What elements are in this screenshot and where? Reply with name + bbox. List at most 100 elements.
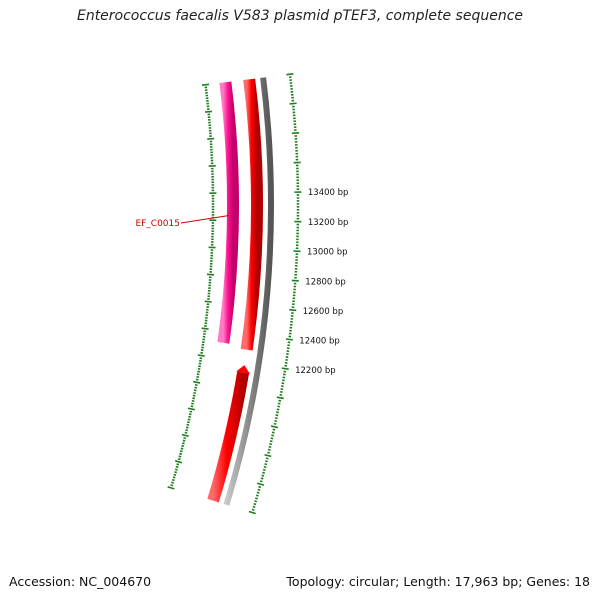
outer-minor-tick bbox=[252, 505, 256, 509]
outer-minor-tick bbox=[268, 445, 272, 449]
outer-minor-tick bbox=[267, 451, 270, 454]
inner-major-tick bbox=[174, 460, 183, 464]
inner-major-tick bbox=[197, 354, 205, 357]
inner-minor-tick bbox=[175, 465, 179, 469]
inner-major-tick bbox=[204, 300, 212, 303]
outer-minor-tick bbox=[265, 460, 268, 463]
inner-minor-tick bbox=[187, 418, 191, 421]
inner-minor-tick bbox=[171, 478, 175, 482]
map-title: Enterococcus faecalis V583 plasmid pTEF3… bbox=[76, 8, 524, 24]
ruler-label: 12600 bp bbox=[303, 307, 344, 317]
outer-minor-tick bbox=[259, 480, 263, 483]
forward-gene-arc[interactable] bbox=[240, 78, 263, 351]
inner-minor-tick bbox=[188, 413, 192, 416]
inner-minor-tick bbox=[174, 471, 178, 474]
outer-major-tick bbox=[289, 102, 297, 105]
inner-minor-tick bbox=[179, 450, 183, 453]
outer-minor-tick bbox=[257, 488, 261, 491]
inner-minor-tick bbox=[186, 423, 190, 426]
ruler-label: 12200 bp bbox=[295, 366, 336, 376]
outer-minor-tick bbox=[270, 437, 274, 440]
inner-minor-tick bbox=[178, 455, 182, 458]
inner-minor-tick bbox=[181, 444, 185, 448]
outer-minor-tick bbox=[271, 434, 274, 437]
inner-minor-tick bbox=[184, 431, 188, 434]
outer-major-tick bbox=[289, 308, 297, 312]
outer-minor-tick bbox=[260, 477, 264, 480]
outer-minor-tick bbox=[269, 440, 273, 443]
outer-minor-tick bbox=[265, 457, 269, 460]
ruler-label: 13400 bp bbox=[308, 188, 349, 198]
accession-text: Accession: NC_004670 bbox=[9, 574, 152, 589]
inner-minor-tick bbox=[182, 439, 186, 442]
ruler-label: 12800 bp bbox=[305, 277, 346, 287]
outer-minor-tick bbox=[267, 448, 271, 451]
inner-major-tick bbox=[181, 433, 189, 438]
forward-gene-arrowhead bbox=[236, 365, 250, 374]
outer-minor-tick bbox=[269, 443, 273, 446]
outer-major-tick bbox=[291, 279, 299, 282]
inner-minor-tick bbox=[174, 468, 178, 471]
outer-minor-tick bbox=[254, 500, 258, 503]
inner-major-tick bbox=[204, 110, 213, 113]
inner-minor-tick bbox=[185, 429, 188, 432]
inner-minor-tick bbox=[173, 473, 177, 476]
outer-minor-tick bbox=[253, 502, 257, 506]
topology-summary: Topology: circular; Length: 17,963 bp; G… bbox=[286, 574, 590, 589]
outer-minor-tick bbox=[264, 463, 268, 466]
ruler-label: 12400 bp bbox=[299, 337, 340, 347]
inner-major-tick bbox=[187, 407, 195, 411]
gene-label-leader bbox=[180, 215, 230, 224]
outer-minor-tick bbox=[263, 465, 267, 469]
inner-minor-tick bbox=[179, 452, 183, 455]
outer-minor-tick bbox=[274, 419, 278, 423]
outer-major-tick bbox=[256, 482, 265, 486]
inner-minor-tick bbox=[171, 481, 174, 484]
outer-major-tick bbox=[286, 73, 294, 76]
inner-minor-tick bbox=[176, 463, 180, 466]
inner-major-tick bbox=[193, 380, 201, 384]
inner-minor-tick bbox=[180, 447, 184, 450]
inner-major-tick bbox=[167, 486, 175, 490]
ruler-label: 13000 bp bbox=[307, 248, 348, 258]
inner-minor-tick bbox=[187, 421, 190, 424]
forward-gene-arc-2[interactable] bbox=[207, 371, 249, 503]
outer-minor-tick bbox=[273, 422, 277, 425]
ruler-label: 13200 bp bbox=[308, 218, 349, 228]
outer-major-tick bbox=[248, 510, 256, 515]
outer-major-tick bbox=[285, 338, 293, 341]
outer-major-tick bbox=[281, 367, 289, 371]
reverse-gene-arc[interactable] bbox=[217, 81, 239, 344]
outer-minor-tick bbox=[272, 428, 276, 431]
outer-minor-tick bbox=[274, 417, 278, 420]
inner-minor-tick bbox=[183, 437, 187, 440]
inner-minor-tick bbox=[188, 415, 192, 418]
outer-minor-tick bbox=[251, 508, 255, 511]
outer-minor-tick bbox=[262, 468, 266, 471]
outer-minor-tick bbox=[271, 431, 275, 434]
inner-minor-tick bbox=[191, 402, 194, 405]
inner-minor-tick bbox=[181, 442, 185, 445]
inner-major-tick bbox=[206, 273, 215, 276]
outer-minor-tick bbox=[261, 474, 265, 477]
outer-minor-tick bbox=[262, 471, 265, 474]
outer-minor-tick bbox=[255, 497, 258, 500]
inner-major-tick bbox=[201, 327, 209, 330]
inner-minor-tick bbox=[170, 484, 174, 487]
backbone-circle bbox=[223, 77, 274, 506]
outer-minor-tick bbox=[256, 491, 260, 494]
outer-major-tick bbox=[270, 425, 279, 429]
inner-major-tick bbox=[201, 83, 210, 86]
inner-minor-tick bbox=[189, 410, 193, 413]
inner-minor-tick bbox=[191, 399, 195, 403]
inner-minor-tick bbox=[190, 405, 194, 408]
outer-minor-tick bbox=[258, 485, 262, 489]
gene-label[interactable]: EF_C0015 bbox=[135, 219, 180, 229]
outer-minor-tick bbox=[255, 494, 259, 497]
outer-major-tick bbox=[264, 453, 272, 458]
inner-minor-tick bbox=[177, 458, 181, 461]
outer-major-tick bbox=[276, 396, 284, 400]
inner-minor-tick bbox=[185, 426, 189, 429]
inner-minor-tick bbox=[172, 476, 176, 479]
